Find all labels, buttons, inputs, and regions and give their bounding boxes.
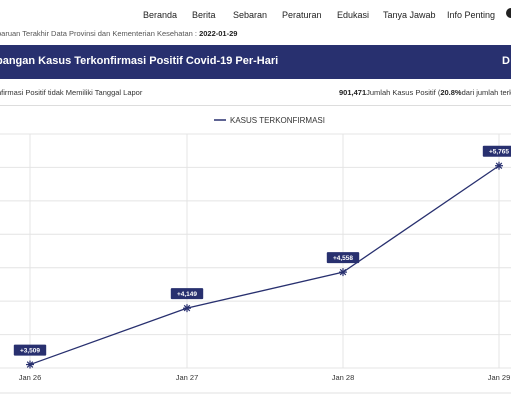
nav-item-berita[interactable]: Berita: [192, 10, 216, 20]
data-label: +4,149: [177, 291, 197, 298]
nav-item-sebaran[interactable]: Sebaran: [233, 10, 268, 20]
data-label-box: [13, 344, 47, 356]
legend-label: KASUS TERKONFIRMASI: [230, 116, 325, 125]
x-tick-label: Jan 27: [176, 373, 199, 382]
nav-item-edukasi[interactable]: Edukasi: [337, 10, 370, 20]
nav-item-beranda[interactable]: Beranda: [143, 10, 178, 20]
x-tick-label: Jan 29: [488, 373, 511, 382]
data-label: +3,509: [20, 348, 40, 355]
top-navigation: Beranda Berita Sebaran Peraturan Edukasi…: [0, 0, 511, 30]
x-tick-label: Jan 26: [19, 373, 42, 382]
data-point-marker: [495, 161, 503, 170]
last-update-text: baruan Terakhir Data Provinsi dan Kement…: [0, 29, 237, 38]
info-total-label: Jumlah Kasus Positif (: [366, 88, 441, 97]
data-label-box: [326, 252, 360, 264]
nav-item-tanya-jawab[interactable]: Tanya Jawab: [383, 10, 436, 20]
info-total-value: 901,471: [339, 88, 367, 97]
nav-item-peraturan[interactable]: Peraturan: [282, 10, 322, 20]
info-percent-label: dari jumlah terk: [461, 88, 511, 97]
last-update-date: 2022-01-29: [199, 29, 238, 38]
data-point-marker: [26, 360, 34, 369]
case-info-bar: nfirmasi Positif tidak Memiliki Tanggal …: [0, 79, 511, 106]
x-tick-label: Jan 28: [332, 373, 355, 382]
daily-cases-line-chart: KASUS TERKONFIRMASI +3,509 +4,149 +4,558 +5,…: [0, 116, 511, 394]
last-update-label: baruan Terakhir Data Provinsi dan Kement…: [0, 29, 197, 38]
data-point-marker: [339, 268, 347, 277]
nav-edge-icon[interactable]: [506, 8, 511, 18]
info-total-text: 901,471Jumlah Kasus Positif (20.8%dari j…: [339, 88, 511, 97]
chart-header-title: bangan Kasus Terkonfirmasi Positif Covid…: [0, 55, 279, 67]
data-label-box: [482, 145, 511, 157]
info-percent-value: 20.8%: [440, 88, 462, 97]
data-label: +4,558: [333, 255, 353, 262]
series-line: [29, 165, 500, 366]
data-point-marker: [183, 304, 191, 313]
info-untracked-text: nfirmasi Positif tidak Memiliki Tanggal …: [0, 88, 143, 97]
chart-header-edge-text: D: [502, 55, 510, 67]
data-label-box: [170, 288, 204, 300]
data-label: +5,765: [489, 149, 509, 156]
nav-item-info-penting[interactable]: Info Penting: [447, 10, 496, 20]
chart-header-banner: bangan Kasus Terkonfirmasi Positif Covid…: [0, 45, 511, 79]
